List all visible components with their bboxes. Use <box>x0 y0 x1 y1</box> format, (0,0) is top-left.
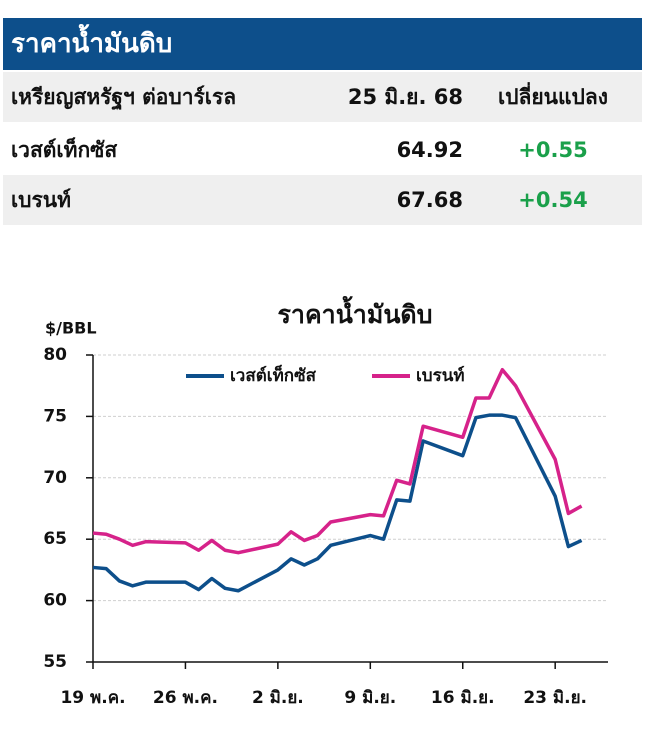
cell: เบรนท์ <box>11 188 71 212</box>
cell: 64.92 <box>396 138 463 162</box>
y-tick-label: 75 <box>43 406 67 426</box>
chart-title: ราคาน้ำมันดิบ <box>277 295 432 329</box>
y-tick-label: 55 <box>43 652 67 672</box>
series-line <box>92 367 583 555</box>
table-title: ราคาน้ำมันดิบ <box>3 18 642 70</box>
legend-label: เบรนท์ <box>416 365 465 386</box>
header-cell: เปลี่ยนแปลง <box>497 85 609 109</box>
y-axis-label: $/BBL <box>45 319 97 338</box>
x-tick-label: 23 มิ.ย. <box>523 688 587 708</box>
y-tick-label: 65 <box>43 529 67 549</box>
cell: เวสต์เท็กซัส <box>11 138 118 162</box>
x-tick-label: 26 พ.ค. <box>153 688 218 708</box>
x-tick-label: 19 พ.ค. <box>60 688 125 708</box>
legend-label: เวสต์เท็กซัส <box>230 363 317 386</box>
x-tick-label: 16 มิ.ย. <box>431 688 495 708</box>
cell: 67.68 <box>396 188 463 212</box>
table-header: เหรียญสหรัฐฯ ต่อบาร์เรล 25 มิ.ย. 68 เปลี… <box>3 72 642 122</box>
cell: +0.55 <box>518 138 588 162</box>
header-cell: 25 มิ.ย. 68 <box>347 85 463 109</box>
table-row: เบรนท์ 67.68 +0.54 <box>3 175 642 225</box>
table-row: เวสต์เท็กซัส 64.92 +0.55 <box>3 125 642 175</box>
y-tick-label: 70 <box>43 468 67 488</box>
cell: +0.54 <box>518 188 588 212</box>
header-cell: เหรียญสหรัฐฯ ต่อบาร์เรล <box>11 85 237 109</box>
y-tick-label: 80 <box>43 345 67 365</box>
x-tick-label: 2 มิ.ย. <box>252 688 304 708</box>
x-tick-label: 9 มิ.ย. <box>344 688 396 708</box>
y-tick-label: 60 <box>43 591 67 611</box>
series-line <box>92 413 583 593</box>
